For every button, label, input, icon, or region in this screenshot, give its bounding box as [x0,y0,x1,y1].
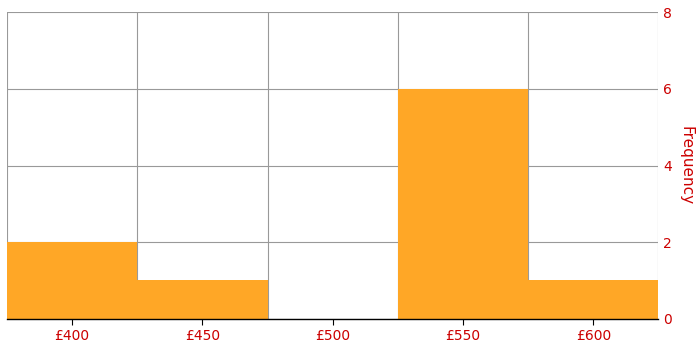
Bar [528,280,659,318]
Y-axis label: Frequency: Frequency [678,126,693,205]
Bar [398,89,528,318]
Bar [7,242,137,318]
Bar [137,280,267,318]
